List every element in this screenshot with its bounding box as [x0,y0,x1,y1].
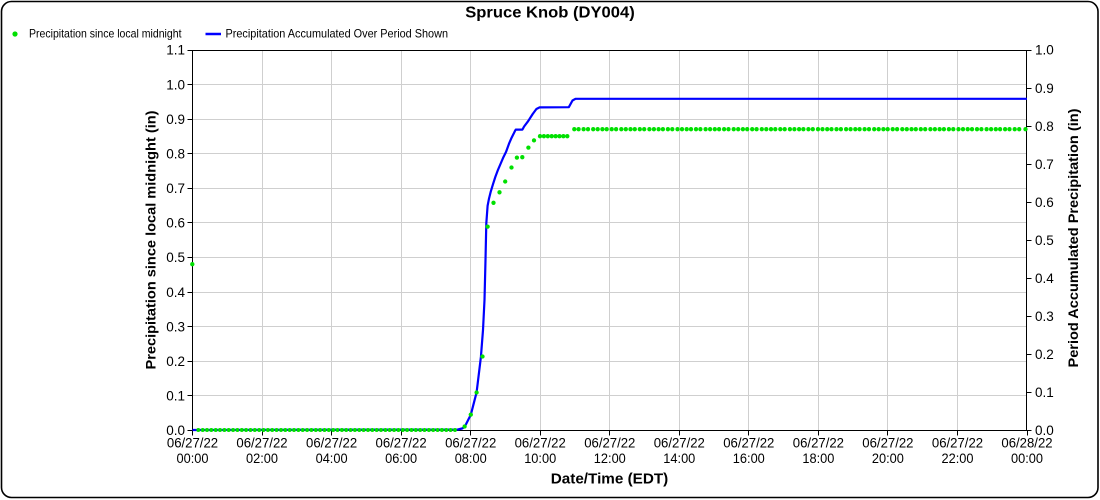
svg-text:04:00: 04:00 [316,451,348,466]
svg-text:06/27/22: 06/27/22 [584,435,635,450]
svg-text:06/28/22: 06/28/22 [1001,435,1052,450]
svg-text:0.8: 0.8 [166,147,185,162]
svg-text:0.3: 0.3 [166,319,185,334]
svg-text:06/27/22: 06/27/22 [862,435,913,450]
svg-text:0.9: 0.9 [1035,81,1054,96]
svg-text:06/27/22: 06/27/22 [236,435,287,450]
svg-text:06/27/22: 06/27/22 [723,435,774,450]
svg-text:1.0: 1.0 [1035,43,1054,58]
svg-text:12:00: 12:00 [594,451,626,466]
svg-text:00:00: 00:00 [177,451,209,466]
svg-text:Date/Time (EDT): Date/Time (EDT) [551,472,669,488]
svg-text:14:00: 14:00 [663,451,695,466]
svg-text:Precipitation since local midn: Precipitation since local midnight [29,26,182,40]
svg-text:0.4: 0.4 [1035,271,1054,286]
svg-text:0.0: 0.0 [166,423,185,438]
svg-text:0.1: 0.1 [1035,385,1054,400]
svg-text:00:00: 00:00 [1011,451,1043,466]
svg-text:06/27/22: 06/27/22 [654,435,705,450]
svg-text:02:00: 02:00 [246,451,278,466]
svg-text:10:00: 10:00 [524,451,556,466]
svg-text:0.5: 0.5 [166,250,185,265]
svg-text:16:00: 16:00 [733,451,765,466]
svg-text:0.0: 0.0 [1035,423,1054,438]
svg-text:0.4: 0.4 [166,285,185,300]
svg-text:0.2: 0.2 [166,354,185,369]
svg-text:0.2: 0.2 [1035,347,1054,362]
svg-text:0.7: 0.7 [1035,157,1054,172]
svg-text:06/27/22: 06/27/22 [167,435,218,450]
svg-text:0.8: 0.8 [1035,119,1054,134]
svg-text:06/27/22: 06/27/22 [932,435,983,450]
svg-text:06/27/22: 06/27/22 [306,435,357,450]
svg-text:Spruce Knob (DY004): Spruce Knob (DY004) [465,5,635,22]
svg-text:0.5: 0.5 [1035,233,1054,248]
svg-text:20:00: 20:00 [872,451,904,466]
svg-text:0.6: 0.6 [1035,195,1054,210]
svg-text:22:00: 22:00 [942,451,974,466]
svg-text:06/27/22: 06/27/22 [376,435,427,450]
svg-text:0.6: 0.6 [166,216,185,231]
svg-text:06/27/22: 06/27/22 [445,435,496,450]
svg-text:0.3: 0.3 [1035,309,1054,324]
svg-text:Precipitation Accumulated Over: Precipitation Accumulated Over Period Sh… [226,26,449,40]
svg-text:08:00: 08:00 [455,451,487,466]
svg-text:18:00: 18:00 [802,451,834,466]
svg-text:06:00: 06:00 [385,451,417,466]
svg-text:0.1: 0.1 [166,389,185,404]
svg-text:0.7: 0.7 [166,181,185,196]
svg-text:Precipitation since local midn: Precipitation since local midnight (in) [144,111,159,370]
svg-text:06/27/22: 06/27/22 [793,435,844,450]
svg-text:1.0: 1.0 [166,77,185,92]
svg-text:0.9: 0.9 [166,112,185,127]
svg-text:Period Accumulated Precipitati: Period Accumulated Precipitation (in) [1066,109,1081,368]
svg-text:1.1: 1.1 [166,43,185,58]
svg-text:06/27/22: 06/27/22 [515,435,566,450]
